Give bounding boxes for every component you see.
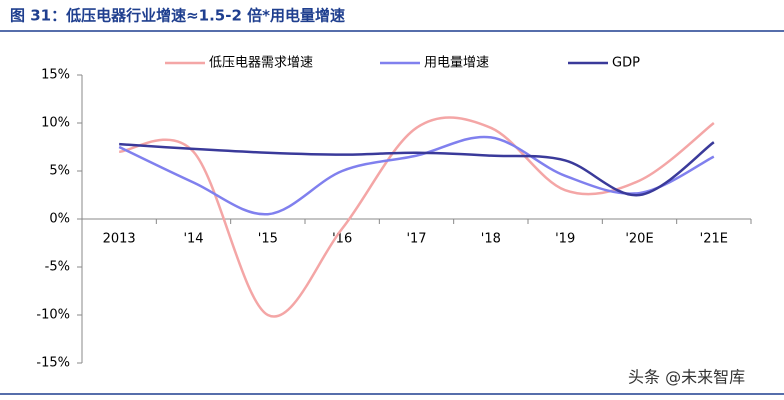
y-tick-label: 5% <box>49 164 70 179</box>
legend-label: 用电量增速 <box>424 56 489 71</box>
y-tick-label: -15% <box>36 356 70 371</box>
x-tick-label: '17 <box>406 232 426 247</box>
chart-title: 图 31：低压电器行业增速≈1.5-2 倍*用电量增速 <box>10 7 345 25</box>
y-tick-label: 10% <box>41 116 70 131</box>
x-tick-label: '20E <box>625 232 653 247</box>
x-tick-label: '18 <box>481 232 501 247</box>
x-tick-label: '14 <box>183 232 203 247</box>
y-tick-label: -5% <box>45 260 70 275</box>
series-line <box>118 135 715 216</box>
legend-label: 低压电器需求增速 <box>209 56 313 71</box>
series-line <box>119 141 715 197</box>
y-tick-label: 15% <box>41 68 70 83</box>
watermark: 头条 @未来智库 <box>628 368 745 387</box>
y-tick-label: 0% <box>49 212 70 227</box>
x-tick-label: '15 <box>258 232 278 247</box>
x-tick-label: '19 <box>555 232 575 247</box>
legend-label: GDP <box>612 56 640 71</box>
y-tick-label: -10% <box>36 308 70 323</box>
x-tick-label: '21E <box>700 232 728 247</box>
x-tick-label: 2013 <box>103 232 136 247</box>
series-line <box>118 116 715 318</box>
